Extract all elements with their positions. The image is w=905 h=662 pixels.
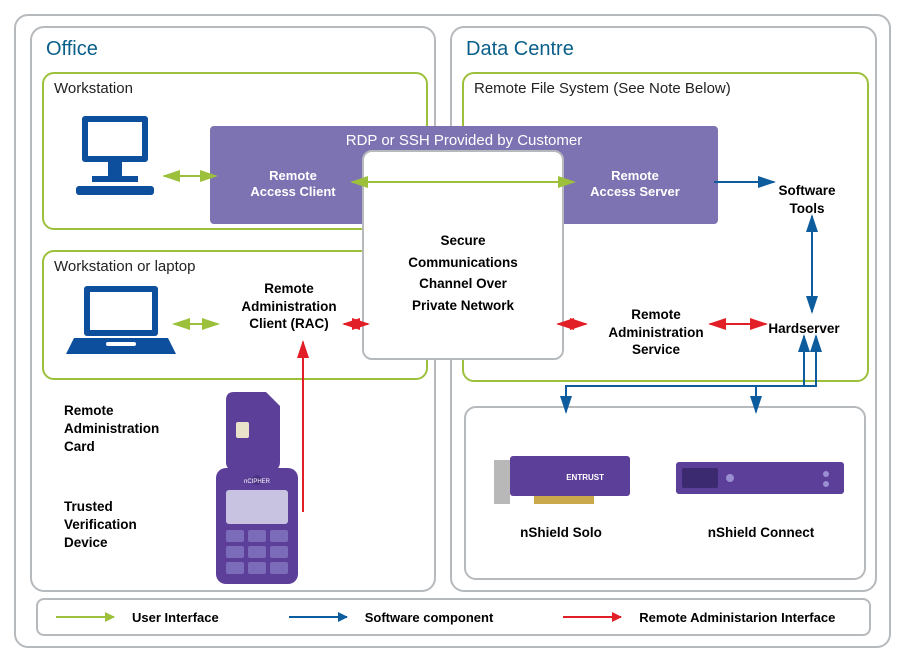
- legend-item-rai: Remote Administarion Interface: [563, 610, 835, 625]
- legend-label: Software component: [365, 610, 494, 625]
- legend: User Interface Software component Remote…: [36, 598, 871, 636]
- legend-label: Remote Administarion Interface: [639, 610, 835, 625]
- legend-item-software: Software component: [289, 610, 494, 625]
- legend-label: User Interface: [132, 610, 219, 625]
- outer-frame: Office Workstation Workstation or laptop: [14, 14, 891, 648]
- legend-item-ui: User Interface: [56, 610, 219, 625]
- connectors: [16, 16, 893, 650]
